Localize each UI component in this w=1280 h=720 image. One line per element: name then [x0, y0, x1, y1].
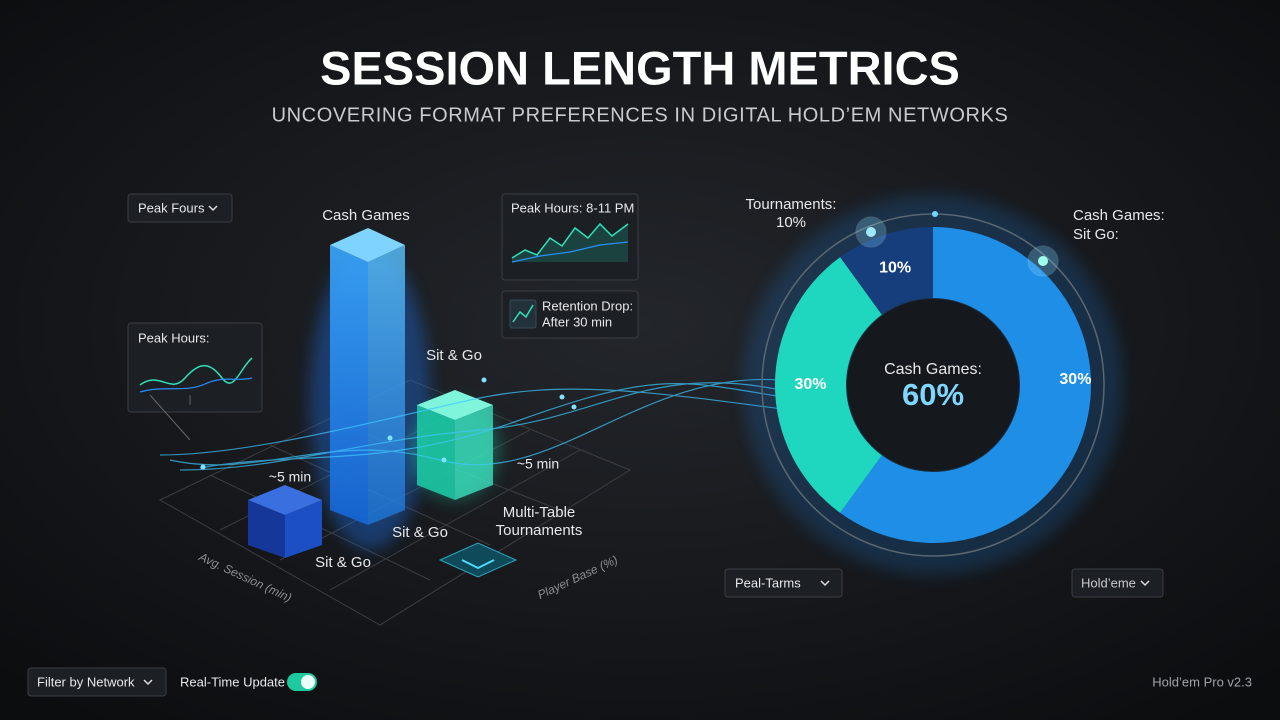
- donut-hole: [847, 299, 1019, 471]
- peak-card: Peak Hours:: [127, 322, 263, 441]
- callout: Cash Games:: [1073, 207, 1165, 224]
- donut-segment: [775, 257, 882, 513]
- donut: 30% 30% 10%: [775, 227, 1091, 543]
- title: SESSION LENGTH METRICS: [320, 41, 960, 94]
- card-text: After 30 min: [542, 314, 612, 329]
- subtitle: UNCOVERING FORMAT PREFERENCES IN DIGITAL…: [272, 104, 1009, 126]
- filter-dropdown[interactable]: Hold’eme: [1071, 568, 1164, 598]
- label: ~5 min: [269, 469, 311, 485]
- slice-label: 30%: [794, 376, 826, 393]
- card-text: Retention Drop:: [542, 298, 633, 313]
- label: Tournaments: [496, 522, 583, 539]
- card-title: Peak Hours: 8-11 PM: [511, 200, 634, 215]
- donut-segment: [840, 227, 1091, 543]
- dropdown-text: Hold’eme: [1081, 575, 1136, 590]
- dropdown-text: Filter by Network: [37, 674, 135, 689]
- callout: 10%: [776, 214, 806, 231]
- bar-cash-games: [330, 228, 405, 525]
- label: Sit & Go: [315, 554, 371, 571]
- center-value: 60%: [902, 377, 964, 412]
- label: Cash Games: [322, 207, 410, 224]
- dropdown[interactable]: Peak Fours: [127, 193, 233, 223]
- dropdown-text: Peal-Tarms: [735, 575, 801, 590]
- donut-segment: [840, 227, 933, 315]
- card-title: Peak Hours:: [138, 330, 210, 345]
- label: Multi-Table: [503, 504, 576, 521]
- network-dropdown[interactable]: Filter by Network: [27, 667, 167, 697]
- callout: Sit Go:: [1073, 226, 1119, 243]
- label: Sit & Go: [392, 524, 448, 541]
- peak-hours-card: Peak Hours: 8-11 PM: [501, 193, 639, 281]
- filter-dropdown[interactable]: Peal-Tarms: [724, 568, 843, 598]
- toggle[interactable]: [287, 673, 317, 691]
- label: ~5 min: [517, 456, 559, 472]
- slice-label: 30%: [1059, 371, 1091, 388]
- center-title: Cash Games:: [884, 361, 982, 378]
- bar-sit-go: [417, 390, 493, 500]
- slice-label: 10%: [879, 260, 911, 277]
- bar-short: [248, 485, 322, 558]
- flow-lines: [159, 378, 801, 471]
- label: Sit & Go: [426, 347, 482, 364]
- version: Hold’em Pro v2.3: [1152, 674, 1252, 689]
- tile: [438, 542, 518, 578]
- tile-mark: [461, 559, 495, 570]
- marker: [866, 227, 876, 237]
- toggle-label: Real-Time Update: [180, 674, 285, 689]
- marker: [1038, 256, 1048, 266]
- retention-card: Retention Drop: After 30 min: [501, 290, 639, 339]
- callout: Tournaments:: [746, 196, 837, 213]
- dropdown-text: Peak Fours: [138, 200, 205, 215]
- marker: [932, 211, 938, 217]
- flow-dots: [200, 377, 577, 470]
